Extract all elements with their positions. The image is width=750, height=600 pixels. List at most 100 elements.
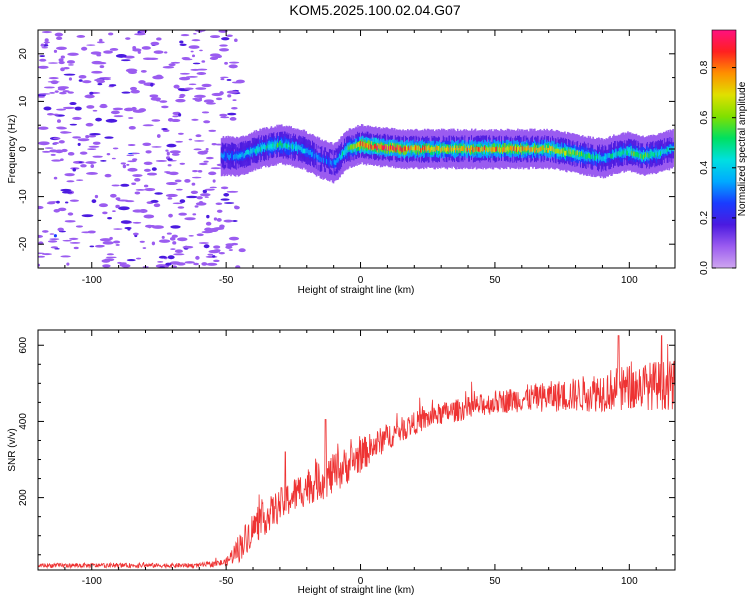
heatmap-noise-cell — [168, 171, 179, 176]
heatmap-ridge-cell — [284, 143, 287, 149]
heatmap-noise-cell — [82, 80, 92, 84]
heatmap-ridge-cell — [504, 147, 507, 153]
heatmap-ridge-cell — [550, 146, 552, 152]
heatmap-noise-cell — [195, 202, 207, 206]
heatmap-ridge-cell — [476, 147, 479, 152]
heatmap-ridge-cell — [667, 146, 670, 152]
heatmap-ridge-cell — [622, 150, 625, 156]
heatmap-noise-cell — [57, 227, 64, 232]
heatmap-noise-cell — [96, 41, 105, 44]
heatmap-ridge-cell — [518, 145, 520, 151]
heatmap-noise-cell — [161, 235, 165, 239]
heatmap-noise-cell — [132, 48, 142, 52]
x-tick-label: 100 — [621, 275, 638, 286]
heatmap-noise-cell — [151, 241, 156, 246]
heatmap-noise-cell — [191, 176, 202, 179]
heatmap-noise-cell — [62, 66, 70, 70]
heatmap-ridge-cell — [533, 145, 535, 151]
heatmap-ridge-cell — [605, 155, 608, 161]
heatmap-noise-cell — [52, 142, 60, 145]
heatmap-ridge-cell — [248, 150, 251, 156]
heatmap-noise-cell — [191, 118, 199, 121]
heatmap-ridge-cell — [623, 148, 625, 154]
heatmap-ridge-cell — [538, 147, 541, 153]
heatmap-noise-cell — [234, 38, 238, 42]
heatmap-noise-cell — [47, 81, 60, 83]
heatmap-ridge-cell — [254, 148, 257, 154]
heatmap-ridge-cell — [499, 146, 501, 152]
heatmap-ridge-cell — [252, 147, 255, 153]
heatmap-noise-cell — [143, 184, 149, 188]
heatmap-noise-cell — [99, 38, 103, 42]
heatmap-ridge-cell — [557, 148, 560, 154]
heatmap-ridge-cell — [347, 145, 350, 151]
heatmap-noise-cell — [212, 255, 216, 258]
heatmap-noise-cell — [44, 38, 49, 42]
heatmap-noise-cell — [102, 241, 114, 245]
heatmap-noise-cell — [89, 133, 101, 136]
heatmap-ridge-cell — [299, 145, 302, 150]
heatmap-noise-cell — [188, 138, 193, 141]
heatmap-noise-cell — [69, 241, 81, 244]
heatmap-ridge-cell — [461, 146, 464, 151]
heatmap-noise-cell — [38, 93, 51, 95]
heatmap-noise-cell — [58, 140, 65, 144]
heatmap-noise-cell — [69, 102, 77, 106]
heatmap-ridge-cell — [328, 160, 330, 165]
heatmap-ridge-cell — [497, 146, 499, 151]
heatmap-ridge-cell — [273, 143, 276, 149]
heatmap-ridge-cell — [440, 147, 443, 152]
heatmap-ridge-cell — [310, 149, 312, 155]
heatmap-noise-cell — [192, 62, 201, 65]
heatmap-noise-cell — [138, 80, 146, 84]
heatmap-ridge-cell — [418, 145, 420, 156]
heatmap-noise-cell — [41, 31, 53, 34]
heatmap-noise-cell — [38, 205, 44, 210]
heatmap-ridge-cell — [662, 148, 665, 154]
heatmap-ridge-cell — [242, 151, 245, 157]
heatmap-ridge-cell — [293, 144, 295, 150]
heatmap-ridge-cell — [604, 154, 607, 159]
y-tick-label: 400 — [18, 413, 29, 430]
heatmap-noise-cell — [48, 77, 59, 80]
heatmap-noise-cell — [40, 43, 45, 47]
heatmap-noise-cell — [198, 242, 209, 244]
heatmap-noise-cell — [69, 199, 80, 202]
heatmap-ridge-cell — [546, 145, 548, 150]
heatmap-ridge-cell — [459, 147, 462, 153]
heatmap-ridge-cell — [295, 146, 297, 151]
heatmap-noise-cell — [144, 187, 156, 192]
heatmap-ridge-cell — [474, 147, 477, 152]
heatmap-noise-cell — [63, 73, 76, 76]
heatmap-ridge-cell — [446, 146, 449, 151]
heatmap-noise-cell — [209, 186, 217, 189]
heatmap-ridge-cell — [304, 148, 307, 154]
heatmap-noise-cell — [170, 118, 181, 123]
heatmap-ridge-cell — [390, 144, 392, 150]
heatmap-noise-cell — [203, 120, 211, 124]
heatmap-noise-cell — [115, 244, 120, 246]
heatmap-ridge-cell — [565, 150, 567, 156]
heatmap-ridge-cell — [548, 147, 550, 153]
y-tick-label: 200 — [18, 489, 29, 506]
heatmap-ridge-cell — [235, 153, 238, 159]
heatmap-ridge-cell — [584, 153, 587, 159]
heatmap-noise-cell — [54, 149, 64, 154]
heatmap-noise-cell — [66, 262, 70, 266]
heatmap-ridge-cell — [266, 143, 269, 149]
heatmap-ridge-cell — [352, 145, 355, 151]
heatmap-ridge-cell — [455, 147, 457, 153]
heatmap-ridge-cell — [506, 145, 509, 151]
heatmap-noise-cell — [201, 83, 212, 88]
heatmap-ridge-cell — [661, 149, 664, 155]
heatmap-ridge-cell — [409, 145, 412, 151]
heatmap-noise-cell — [65, 201, 69, 204]
heatmap-ridge-cell — [268, 145, 271, 150]
heatmap-noise-cell — [219, 44, 228, 47]
heatmap-ridge-cell — [248, 149, 250, 155]
heatmap-ridge-cell — [415, 145, 418, 151]
heatmap-noise-cell — [177, 237, 188, 242]
heatmap-ridge-cell — [298, 145, 301, 151]
heatmap-ridge-cell — [517, 146, 519, 152]
heatmap-noise-cell — [81, 46, 88, 51]
